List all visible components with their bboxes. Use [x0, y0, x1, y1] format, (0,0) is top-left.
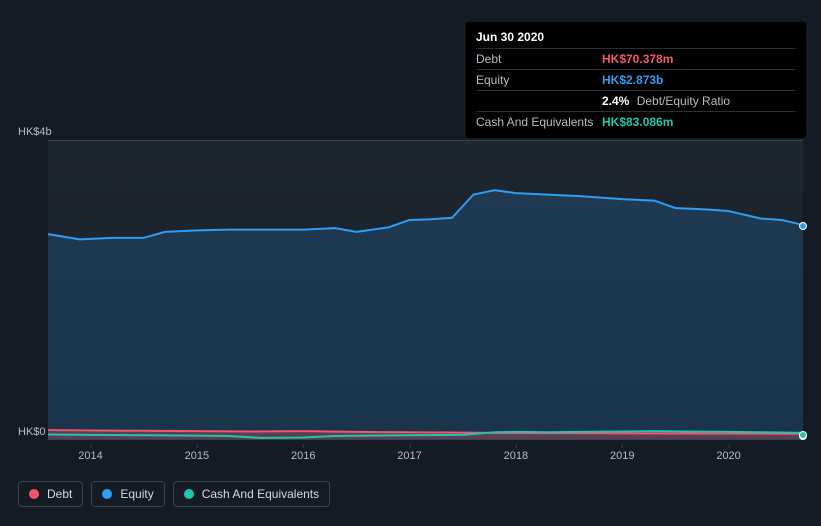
tooltip-row: 2.4% Debt/Equity Ratio — [476, 90, 796, 111]
tooltip-row: DebtHK$70.378m — [476, 48, 796, 69]
tooltip-row: Cash And EquivalentsHK$83.086m — [476, 111, 796, 132]
chart-lines — [48, 141, 803, 439]
chart-plot-area[interactable] — [48, 140, 803, 440]
legend-swatch-icon — [102, 489, 112, 499]
y-axis-label: HK$0 — [18, 426, 46, 438]
legend-label: Cash And Equivalents — [202, 487, 319, 501]
tooltip-row-label — [476, 93, 602, 109]
tooltip-row-value: HK$83.086m — [602, 114, 673, 130]
legend-swatch-icon — [29, 489, 39, 499]
legend-label: Equity — [120, 487, 153, 501]
x-axis-tick: 2017 — [397, 450, 421, 462]
series-end-marker — [799, 222, 807, 230]
legend-item[interactable]: Cash And Equivalents — [173, 481, 330, 507]
tooltip-row-value: HK$2.873b — [602, 72, 663, 88]
x-axis-tick: 2018 — [504, 450, 528, 462]
y-axis-label: HK$4b — [18, 126, 52, 138]
legend-swatch-icon — [184, 489, 194, 499]
debt-equity-chart: 2014201520162017201820192020 HK$4bHK$0 — [18, 118, 803, 443]
tooltip-row: EquityHK$2.873b — [476, 69, 796, 90]
legend-item[interactable]: Equity — [91, 481, 164, 507]
chart-tooltip: Jun 30 2020 DebtHK$70.378mEquityHK$2.873… — [466, 22, 806, 138]
x-axis-tick: 2016 — [291, 450, 315, 462]
x-axis-tick: 2019 — [610, 450, 634, 462]
tooltip-row-label: Equity — [476, 72, 602, 88]
legend-item[interactable]: Debt — [18, 481, 83, 507]
series-end-marker — [799, 431, 807, 439]
legend-label: Debt — [47, 487, 72, 501]
x-axis-tick: 2020 — [716, 450, 740, 462]
chart-legend: Debt Equity Cash And Equivalents — [18, 481, 330, 507]
x-axis-tick: 2015 — [185, 450, 209, 462]
tooltip-row-label: Cash And Equivalents — [476, 114, 602, 130]
tooltip-row-label: Debt — [476, 51, 602, 67]
tooltip-row-value: HK$70.378m — [602, 51, 673, 67]
tooltip-row-value: 2.4% Debt/Equity Ratio — [602, 93, 730, 109]
x-axis-tick: 2014 — [78, 450, 102, 462]
tooltip-date: Jun 30 2020 — [476, 28, 796, 48]
x-axis: 2014 2015 2016 2017 2018 2019 2020 — [48, 444, 803, 464]
